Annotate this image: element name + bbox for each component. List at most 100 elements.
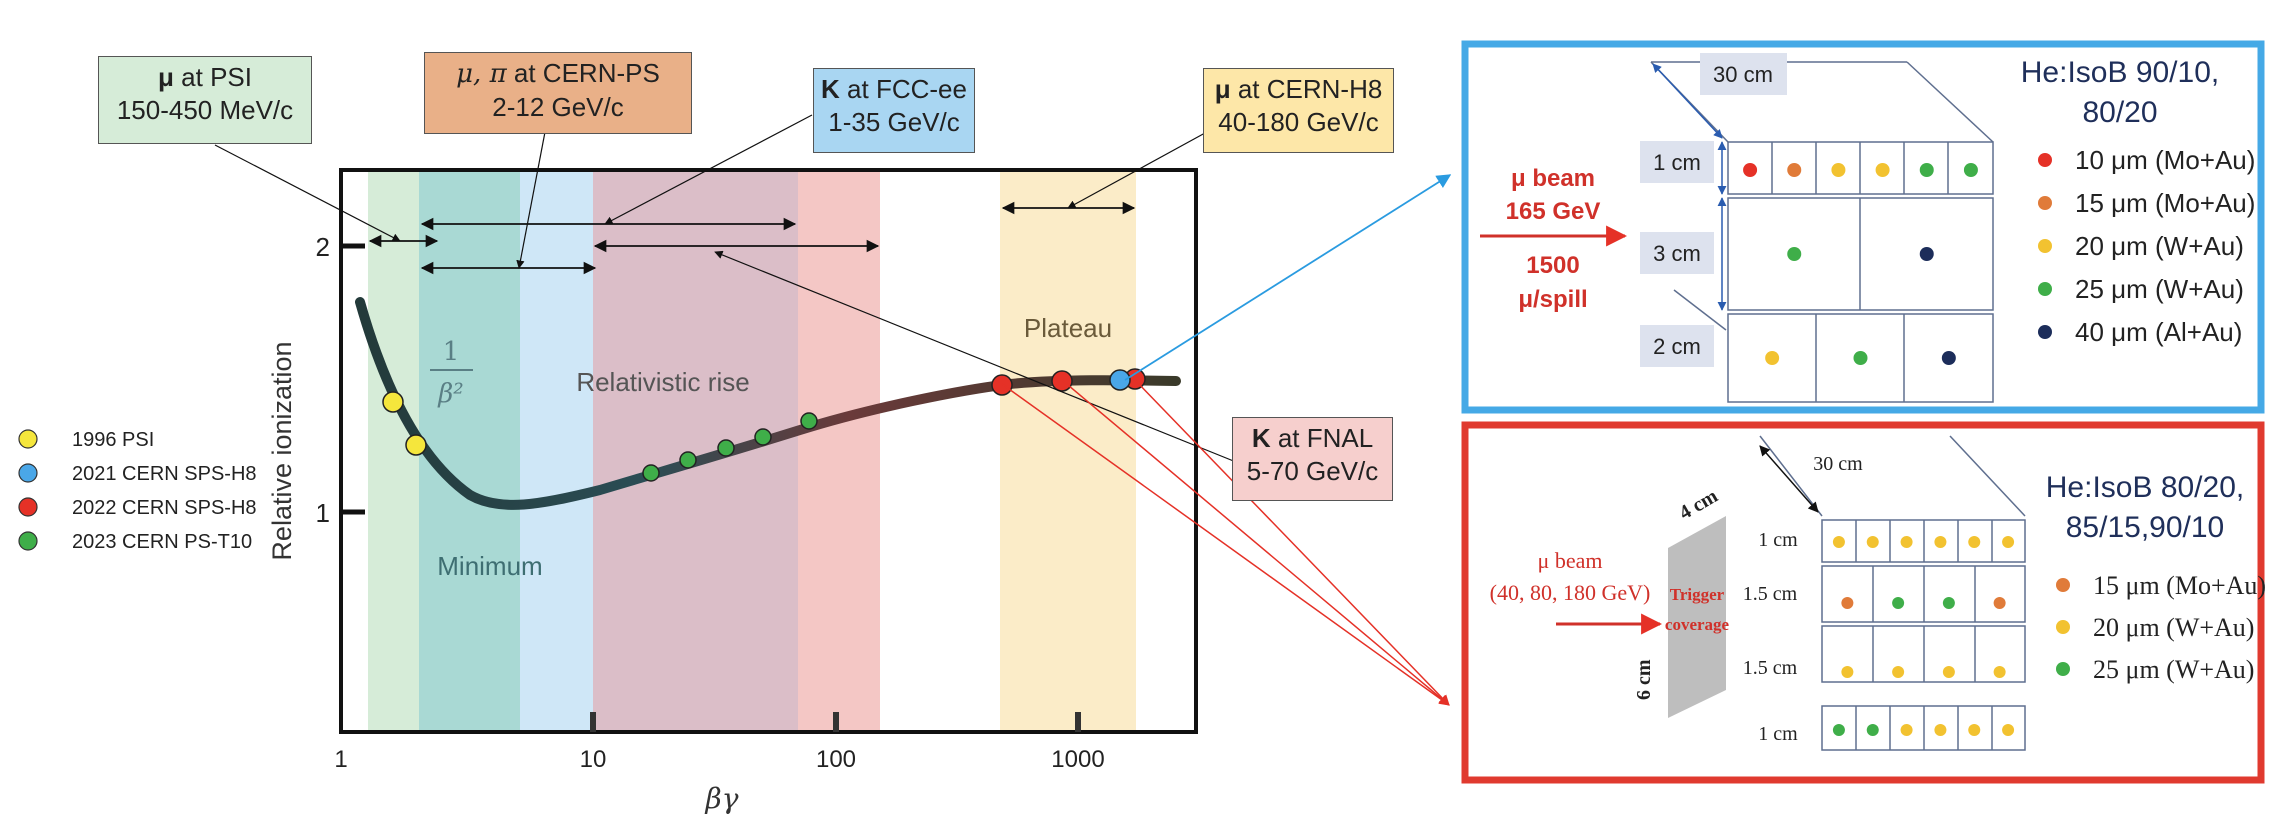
top-dim-2cm: 2 cm [1653, 334, 1701, 359]
wire-dot [1831, 163, 1846, 177]
wire-dot [1900, 536, 1913, 548]
xtick-1000: 1000 [1051, 746, 1104, 773]
box-cern-h8: μ at CERN-H8 40-180 GeV/c [1203, 68, 1394, 153]
bottom-dim-arrow-depth [1759, 445, 1819, 513]
band-fnal [593, 170, 798, 732]
box-fccee-particle: K [821, 74, 840, 104]
wire-legend-label: 15 μm (Mo+Au) [2075, 188, 2255, 218]
top-dim-30cm-box [1700, 53, 1787, 95]
wire-dot [1968, 536, 1981, 548]
box-cern-ps-place: at CERN-PS [506, 58, 660, 88]
bottom-setup-frame [1461, 421, 2265, 784]
pointer-psi [214, 144, 401, 242]
top-gas-line2: 80/20 [2082, 96, 2157, 129]
bottom-module-edge-b [1949, 435, 2026, 517]
pointer-fnal [714, 250, 1237, 463]
inv-beta-numerator: 1 [443, 337, 460, 367]
top-beam-label: μ beam [1511, 165, 1595, 192]
bottom-dim-row2: 1.5 cm [1743, 583, 1798, 605]
top-module-edge-b [1906, 61, 1994, 143]
top-rate-value: 1500 [1526, 252, 1579, 279]
data-points [382, 368, 1146, 482]
box-cern-h8-place: at CERN-H8 [1230, 74, 1383, 104]
xtick-10: 10 [580, 746, 607, 773]
data-point [1051, 370, 1073, 392]
wire-dot [1900, 724, 1913, 736]
bottom-wire-legend: 15 μm (Mo+Au) 20 μm (W+Au) 25 μm (W+Au) [2056, 571, 2266, 684]
top-dim-3cm-box [1640, 232, 1714, 274]
legend-marker [18, 497, 38, 517]
bottom-dim-row3: 1.5 cm [1743, 657, 1798, 679]
data-point [754, 428, 772, 446]
box-fccee-place: at FCC-ee [839, 74, 967, 104]
box-psi: μ at PSI 150-450 MeV/c [98, 56, 312, 144]
wire-legend-label: 40 μm (Al+Au) [2075, 317, 2242, 347]
bottom-dim-row4: 1 cm [1758, 723, 1798, 745]
bottom-module [1759, 435, 2026, 751]
wire-dot [1934, 536, 1947, 548]
connectors-red [1001, 379, 1450, 706]
legend-marker [18, 531, 38, 551]
legend-label: 1996 PSI [72, 429, 154, 451]
wire-dot [1993, 597, 2006, 609]
plot-frame [339, 168, 1198, 734]
band-plateau [1000, 170, 1136, 732]
bottom-dim-30cm: 30 cm [1813, 453, 1863, 475]
top-dim-1cm: 1 cm [1653, 150, 1701, 175]
wire-legend-dot [2038, 153, 2052, 167]
top-row-3 [1727, 313, 1994, 403]
band-fnal-high [798, 170, 880, 732]
data-point [642, 464, 660, 482]
top-dim-2cm-box [1640, 325, 1714, 367]
wire-legend-dot [2038, 196, 2052, 210]
box-cern-ps: μ, π at CERN-PS 2-12 GeV/c [424, 52, 692, 134]
inv-beta-denominator: β² [437, 379, 463, 409]
wire-dot [1787, 247, 1802, 261]
x-axis-label: βγ [705, 782, 739, 815]
top-dim-1cm-box [1640, 141, 1714, 183]
wire-dot [1942, 666, 1955, 678]
wire-legend-label: 25 μm (W+Au) [2075, 274, 2244, 304]
wire-dot [1942, 597, 1955, 609]
xtick-100: 100 [816, 746, 856, 773]
wire-dot [1993, 666, 2006, 678]
wire-legend-dot [2038, 282, 2052, 296]
wire-dot [1832, 724, 1845, 736]
connector-blue [1124, 174, 1452, 381]
top-module [1650, 61, 1994, 403]
wire-dot [1934, 724, 1947, 736]
pointer-fccee [604, 114, 813, 225]
box-cern-h8-particle: μ [1214, 74, 1231, 104]
xtick-1: 1 [334, 746, 347, 773]
connector-red-1 [1001, 383, 1450, 706]
connector-red-3 [1134, 379, 1450, 706]
wire-dot [2002, 536, 2015, 548]
wire-dot [1892, 597, 1905, 609]
wire-dot [1941, 351, 1956, 365]
wire-legend-dot [2056, 620, 2070, 634]
bottom-module-edge-a [1759, 435, 1823, 517]
box-fnal-particle: K [1251, 423, 1271, 453]
band-ps [419, 170, 520, 732]
wire-dot [1866, 724, 1879, 736]
bottom-gas-line2: 85/15,90/10 [2066, 511, 2224, 544]
top-dim-arrow-depth [1652, 63, 1723, 139]
wire-legend-label: 10 μm (Mo+Au) [2075, 145, 2255, 175]
box-cern-h8-range: 40-180 GeV/c [1218, 107, 1379, 137]
box-psi-place: at PSI [173, 62, 252, 92]
top-wire-legend: 10 μm (Mo+Au) 15 μm (Mo+Au) 20 μm (W+Au) 25… [2038, 145, 2255, 347]
wire-legend-dot [2056, 578, 2070, 592]
data-point [1109, 369, 1131, 391]
box-cern-ps-range: 2-12 GeV/c [492, 92, 624, 122]
box-psi-range: 150-450 MeV/c [116, 95, 294, 125]
ytick-1: 1 [316, 498, 330, 528]
wire-dot [1968, 724, 1981, 736]
wire-dot [2002, 724, 2015, 736]
wire-legend-label: 15 μm (Mo+Au) [2093, 571, 2266, 600]
data-point [800, 412, 818, 430]
wire-dot [1765, 351, 1780, 365]
y-axis-label: Relative ionization [267, 341, 297, 560]
trigger-plane [1668, 516, 1726, 718]
